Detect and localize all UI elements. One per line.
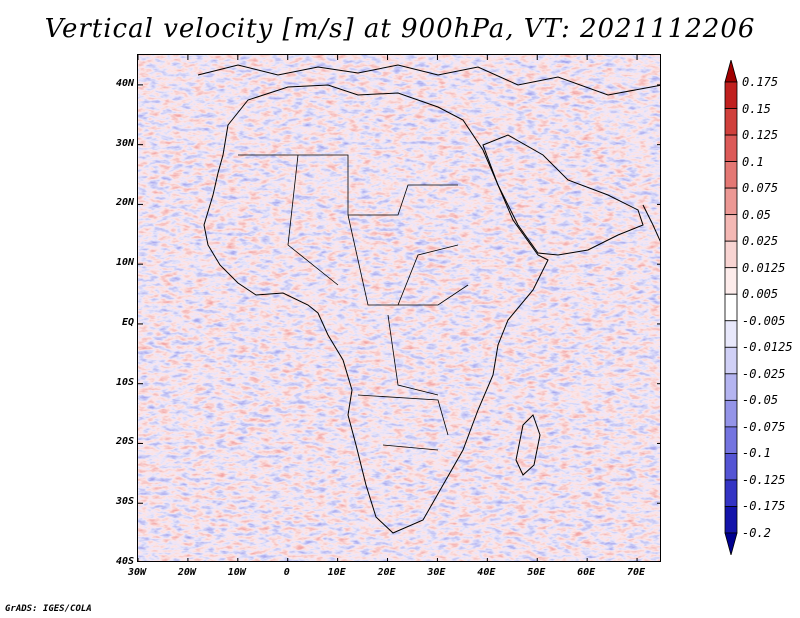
colorbar-level-label: -0.2 (742, 526, 771, 540)
colorbar-swatch (724, 240, 738, 269)
colorbar (724, 60, 738, 555)
lon-label: 30E (427, 567, 446, 578)
colorbar-level-label: 0.1 (742, 154, 764, 169)
colorbar-level-label: -0.05 (742, 393, 779, 408)
coastlines (197, 64, 660, 534)
lon-label: 30W (127, 567, 147, 578)
colorbar-level-label: 0.175 (742, 75, 779, 89)
colorbar-level-label: 0.025 (742, 234, 779, 249)
colorbar-level-label: 0.125 (742, 128, 779, 143)
colorbar-swatch (724, 187, 738, 216)
colorbar-swatch (724, 479, 738, 507)
colorbar-swatch (724, 108, 738, 136)
colorbar-level-label: -0.175 (742, 499, 786, 514)
lon-label: 40E (477, 567, 496, 578)
madagascar-coastline (515, 414, 541, 476)
colorbar-level-label: 0.005 (742, 287, 779, 302)
lat-label: 40S (115, 556, 134, 567)
lon-label: 50E (527, 567, 546, 578)
colorbar-swatch (724, 161, 738, 189)
map-plot-area (137, 54, 661, 562)
lon-label: 60E (577, 567, 596, 578)
india-coastline (642, 204, 660, 242)
lat-label: 10S (115, 376, 134, 388)
lon-label: 10E (327, 567, 346, 578)
lon-label: 20W (177, 567, 196, 578)
lon-label: 0 (283, 567, 290, 578)
colorbar-swatch (724, 506, 738, 534)
colorbar-swatch (724, 293, 738, 322)
colorbar-swatch (724, 399, 738, 428)
colorbar-swatch (724, 346, 738, 375)
lat-label: 30S (115, 496, 134, 508)
arabia-coastline (482, 134, 644, 256)
colorbar-swatch (724, 373, 738, 401)
lat-label: 10N (115, 257, 134, 269)
colorbar-level-label: 0.0125 (742, 260, 786, 275)
colorbar-swatch (724, 81, 738, 109)
colorbar-level-label: -0.1 (742, 446, 771, 461)
colorbar-bottom-arrow (724, 532, 738, 555)
colorbar-swatch (724, 214, 738, 242)
colorbar-level-label: -0.125 (742, 472, 786, 487)
lat-label: 20S (115, 436, 134, 448)
colorbar-level-label: -0.025 (742, 366, 786, 381)
colorbar-level-label: -0.005 (742, 313, 786, 328)
lon-label: 20E (377, 567, 396, 578)
colorbar-swatch (724, 426, 738, 454)
footer-credit: GrADS: IGES/COLA (5, 604, 92, 614)
africa-coastline (203, 84, 549, 534)
lat-label: 30N (115, 137, 134, 149)
colorbar-swatch (724, 320, 738, 348)
colorbar-level-label: 0.15 (742, 101, 771, 116)
colorbar-top-arrow (724, 60, 738, 83)
colorbar-level-label: 0.075 (742, 181, 779, 196)
lon-label: 70E (627, 567, 646, 578)
lat-label: 40N (115, 77, 134, 89)
lon-label: 10W (227, 567, 246, 578)
colorbar-level-label: -0.0125 (742, 340, 793, 355)
colorbar-swatch (724, 453, 738, 481)
map-title: Vertical velocity [m/s] at 900hPa, VT: 2… (44, 14, 756, 44)
lat-label: EQ (121, 316, 134, 328)
colorbar-level-label: -0.075 (742, 419, 786, 434)
colorbar-swatch (724, 134, 738, 162)
colorbar-level-label: 0.05 (742, 207, 771, 222)
lat-label: 20N (115, 197, 134, 209)
colorbar-swatch (724, 267, 738, 295)
europe-coastline (197, 64, 660, 96)
